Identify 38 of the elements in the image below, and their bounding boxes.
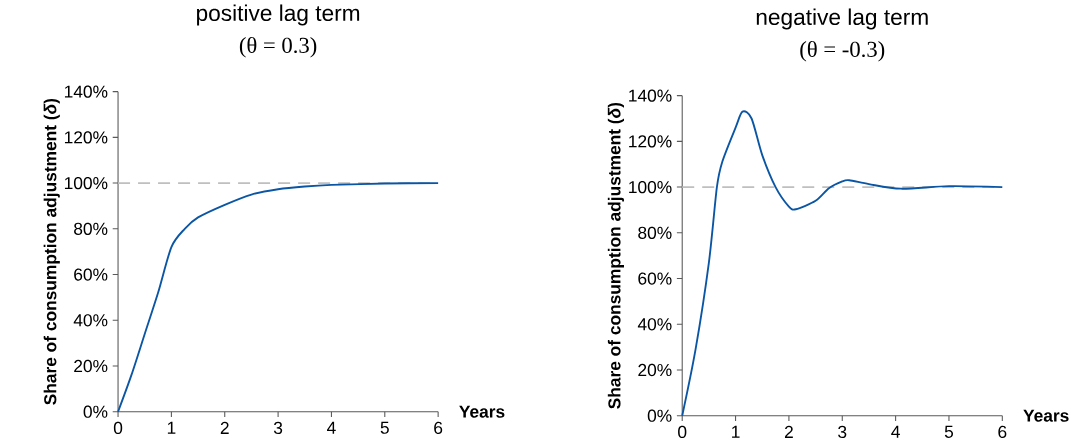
x-tick-label: 2 (220, 422, 229, 435)
x-tick-label: 2 (784, 426, 793, 439)
y-tick-label: 120% (629, 135, 672, 148)
y-tick-label: 20% (74, 360, 108, 373)
y-tick-label: 100% (629, 181, 672, 194)
x-tick-label: 6 (434, 422, 443, 435)
x-tick-label: 5 (944, 426, 954, 439)
y-tick-label: 100% (64, 177, 108, 190)
x-axis-title: Years (1023, 409, 1069, 423)
x-tick-label: 6 (998, 426, 1007, 439)
y-tick-label: 0% (83, 405, 108, 419)
y-tick-label: 20% (638, 364, 672, 377)
x-tick-label: 1 (167, 422, 176, 434)
y-tick-label: 0% (647, 409, 672, 423)
y-tick-label: 140% (64, 85, 108, 99)
chart-subtitle: (θ = -0.3) (800, 41, 885, 62)
x-tick-label: 3 (838, 426, 847, 439)
y-axis-title: Share of consumption adjustment (δ) (43, 99, 60, 406)
y-tick-label: 40% (637, 318, 672, 331)
y-tick-label: 40% (73, 314, 108, 327)
y-tick-label: 120% (64, 131, 108, 144)
chart-title: negative lag term (756, 8, 928, 30)
chart-title: positive lag term (197, 4, 360, 26)
x-tick-label: 1 (732, 426, 740, 438)
x-axis-title: Years (459, 405, 505, 419)
chart-subtitle: (θ = 0.3) (239, 37, 317, 58)
y-tick-label: 60% (74, 268, 108, 281)
y-tick-label: 60% (638, 272, 672, 285)
x-tick-label: 0 (678, 426, 687, 439)
y-tick-label: 140% (629, 89, 672, 103)
x-tick-label: 0 (113, 422, 123, 435)
y-tick-label: 80% (74, 222, 108, 236)
x-tick-label: 4 (327, 422, 336, 434)
x-tick-label: 3 (273, 422, 283, 435)
x-tick-label: 4 (891, 426, 900, 438)
x-tick-label: 5 (380, 422, 389, 435)
y-axis-title: Share of consumption adjustment (δ) (607, 103, 624, 410)
y-tick-label: 80% (638, 226, 672, 240)
